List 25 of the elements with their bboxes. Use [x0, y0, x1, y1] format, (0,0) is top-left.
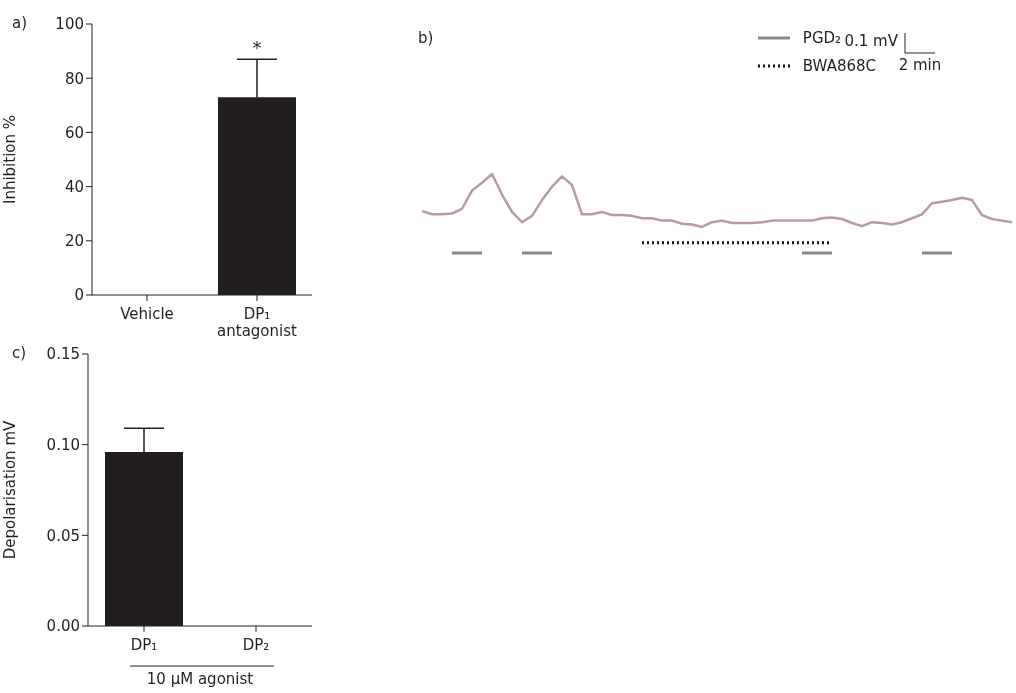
y-tick-label: 40: [64, 177, 84, 196]
x-tick-label: DP₁ antagonist: [217, 305, 298, 340]
text: 0.1 mV: [844, 32, 899, 50]
chart-title: c): [12, 344, 27, 362]
y-tick-label: 0: [74, 286, 84, 305]
text: 2 min: [898, 56, 942, 74]
y-axis-title: Inhibition %: [1, 114, 20, 205]
x-tick-label: Vehicle: [120, 305, 174, 323]
annotation: *: [252, 37, 262, 59]
y-tick-label: 0.15: [46, 345, 80, 364]
y-tick-label: 0.05: [46, 526, 80, 545]
y-tick-label: 60: [64, 123, 84, 142]
y-tick-label: 20: [64, 232, 84, 251]
x-tick-label: DP₂: [242, 636, 270, 654]
chart-title: a): [12, 14, 28, 32]
legend-label: PGD₂: [802, 29, 842, 47]
y-tick-label: 80: [64, 69, 84, 88]
x-tick-label: DP₁: [130, 636, 158, 654]
y-tick-label: 100: [55, 15, 84, 34]
x-axis-title: 10 µM agonist: [146, 670, 254, 688]
chart-title: b): [418, 29, 434, 47]
legend-label: BWA868C: [802, 57, 876, 75]
y-tick-label: 0.00: [46, 617, 80, 636]
y-axis-title: Depolarisation mV: [1, 419, 20, 560]
y-tick-label: 0.10: [46, 435, 80, 454]
